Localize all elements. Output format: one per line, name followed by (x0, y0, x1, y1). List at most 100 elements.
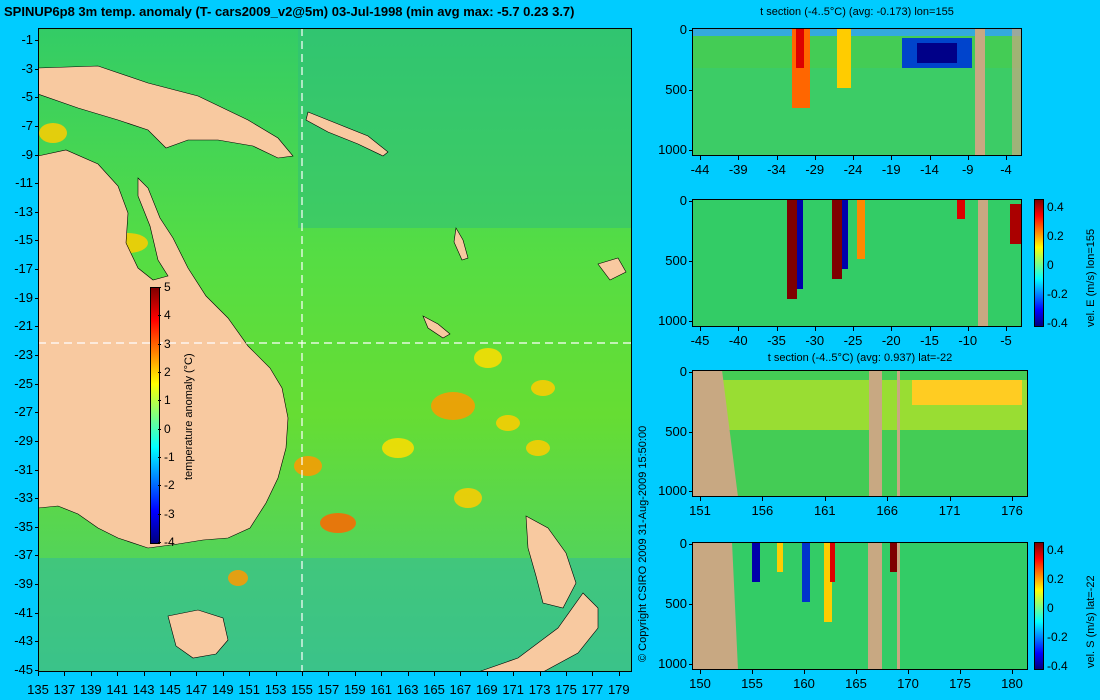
map-y-tick-label: -43 (14, 633, 33, 649)
map-y-tick-label: -19 (14, 289, 33, 305)
map-y-tick (35, 68, 38, 70)
map-colorbar-tick-label: 0 (164, 421, 171, 436)
p2-x-tick-label: -5 (1000, 333, 1012, 348)
map-y-tick-label: -23 (14, 347, 33, 362)
map-y-tick-label: -1 (21, 32, 33, 47)
p3-x-tick (887, 497, 889, 501)
map-x-tick (328, 672, 330, 676)
map-y-tick-label: -5 (21, 89, 33, 105)
p1-x-tick-label: -14 (920, 162, 939, 177)
p1-y-tick (689, 30, 692, 31)
p2-colorbar-tick-label: 0 (1047, 258, 1054, 272)
warm-eddy (474, 348, 502, 368)
map-x-tick (592, 672, 594, 676)
p4-x-tick (960, 670, 961, 674)
map-x-tick-label: 155 (291, 682, 313, 697)
map-y-tick (35, 326, 38, 328)
p2-x-tick (853, 327, 854, 331)
p1-x-tick-label: -24 (843, 162, 863, 177)
map-x-tick (434, 672, 435, 676)
p2-x-tick-label: -25 (843, 333, 863, 348)
map-colorbar-tick-label: 3 (164, 336, 171, 351)
map-x-tick-label: 167 (449, 682, 472, 697)
p3-y-tick-label: 500 (665, 423, 687, 439)
p2-x-tick (700, 327, 701, 331)
p3-x-tick-label: 166 (876, 503, 899, 518)
map-colorbar-tick-label: 2 (164, 365, 171, 379)
p1-x-tick (814, 156, 816, 160)
map-y-tick (35, 297, 38, 299)
map-x-tick (513, 672, 515, 676)
p3-x-tick-label: 176 (1001, 503, 1023, 518)
map-colorbar-tick-label: 1 (164, 393, 171, 408)
p1-y-tick-label: 0 (679, 22, 687, 37)
map-y-tick (35, 469, 38, 471)
map-y-tick-label: -39 (14, 576, 33, 592)
panel1-frame (692, 28, 1022, 156)
map-x-tick-label: 179 (607, 682, 630, 697)
map-x-tick-label: 165 (423, 682, 445, 697)
p1-x-tick (700, 156, 701, 160)
map-y-tick-label: -7 (21, 117, 33, 133)
p2-x-tick-label: -45 (690, 333, 710, 348)
map-y-tick (35, 154, 38, 156)
panel4-colorbar-label: vel. S (m/s) lat=-22 (1085, 575, 1097, 668)
map-x-tick (460, 672, 462, 676)
p2-x-tick-label: -30 (805, 333, 825, 348)
p1-x-tick-label: -29 (805, 162, 825, 177)
map-y-tick (35, 612, 38, 614)
map-y-tick-label: -13 (14, 203, 33, 219)
warm-eddy (294, 456, 322, 476)
map-x-tick-label: 151 (238, 682, 261, 697)
map-x-tick (486, 672, 488, 676)
p3-x-tick-label: 171 (938, 503, 961, 518)
p4-y-tick-label: 1000 (658, 656, 687, 671)
p2-y-tick-label: 1000 (658, 313, 687, 328)
p1-x-tick (776, 156, 778, 160)
map-y-tick (35, 240, 38, 242)
p2-x-tick-label: -10 (958, 333, 978, 348)
warm-eddy (228, 570, 248, 586)
p4-y-tick (689, 544, 692, 545)
p4-y-tick-label: 500 (665, 596, 687, 611)
map-x-tick (566, 672, 567, 676)
map-y-tick (35, 440, 38, 442)
map-y-tick-label: -33 (14, 490, 33, 506)
p3-y-tick (689, 431, 692, 433)
australia-land (37, 149, 289, 549)
p2-colorbar-tick-label: 0.2 (1047, 229, 1064, 243)
panel4-plot (692, 542, 1028, 670)
map-x-tick (381, 672, 383, 676)
northern-sea-region (298, 28, 632, 228)
map-colorbar-tick (158, 513, 161, 515)
map-x-tick-label: 149 (211, 682, 234, 697)
p4-x-tick (856, 670, 857, 674)
p4-x-tick-label: 150 (689, 676, 711, 691)
panel3-title: t section (-4..5°C) (avg: 0.937) lat=-22 (767, 352, 953, 364)
map-y-tick-label: -35 (14, 518, 33, 534)
map-x-tick-label: 153 (264, 682, 287, 697)
map-colorbar-tick (158, 542, 161, 543)
map-x-tick-label: 147 (185, 682, 208, 697)
p1-x-tick (853, 156, 854, 160)
panel4-svg (692, 542, 1028, 670)
main-title: SPINUP6p8 3m temp. anomaly (T- cars2009_… (4, 4, 575, 19)
map-x-tick-label: 159 (343, 682, 366, 697)
p1-x-tick-label: -4 (1000, 162, 1012, 177)
p4-colorbar-tick-label: 0.4 (1047, 543, 1064, 557)
p1-x-tick-label: -44 (690, 162, 710, 177)
map-colorbar-tick-label: -1 (164, 450, 175, 464)
map-y-tick (35, 269, 38, 271)
p3-y-tick-label: 1000 (658, 483, 687, 498)
map-x-tick (354, 672, 356, 676)
new-guinea-land (37, 65, 294, 159)
p3-x-tick-label: 161 (813, 503, 836, 518)
map-x-tick-label: 163 (396, 682, 419, 697)
map-y-tick-label: -3 (21, 60, 33, 76)
panel2-frame (692, 199, 1022, 327)
copyright-text: © Copyright CSIRO 2009 31-Aug-2009 15:50… (637, 425, 649, 662)
map-colorbar-tick (158, 457, 161, 458)
p4-x-tick-label: 170 (897, 676, 919, 691)
p1-x-tick-label: -19 (881, 162, 901, 177)
p1-y-tick-label: 1000 (658, 142, 687, 157)
